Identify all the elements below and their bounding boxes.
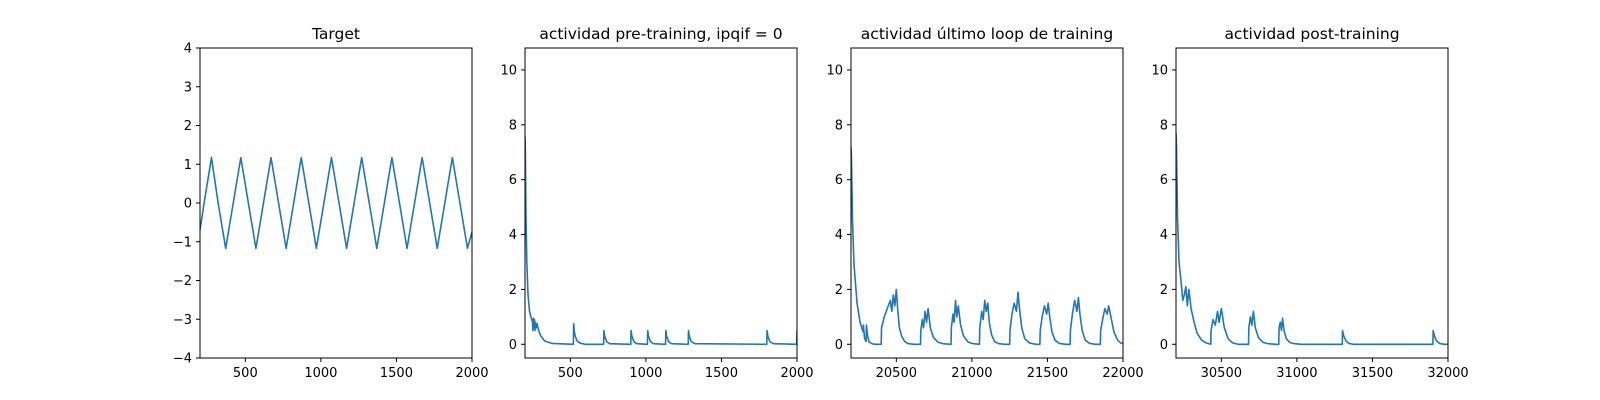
series-line [1176, 133, 1448, 346]
chart-title: actividad último loop de training [861, 25, 1113, 43]
series-line [851, 146, 1123, 346]
x-tick-label: 2000 [455, 366, 488, 381]
y-tick-label: 1 [184, 158, 192, 173]
y-tick-label: 10 [1151, 63, 1168, 78]
y-tick-label: 4 [1160, 228, 1168, 243]
y-tick-label: 2 [184, 119, 192, 134]
y-tick-label: 8 [509, 118, 517, 133]
x-tick-label: 500 [558, 366, 583, 381]
y-tick-label: 2 [835, 283, 843, 298]
x-tick-label: 21500 [1027, 366, 1068, 381]
y-tick-label: −3 [173, 313, 192, 328]
chart-title: actividad pre-training, ipqif = 0 [539, 25, 782, 43]
y-tick-label: 4 [835, 228, 843, 243]
x-tick-label: 30500 [1201, 366, 1242, 381]
x-tick-label: 32000 [1427, 366, 1468, 381]
x-tick-label: 1000 [304, 366, 337, 381]
y-tick-label: 6 [1160, 173, 1168, 188]
x-tick-label: 20500 [876, 366, 917, 381]
x-tick-label: 1500 [380, 366, 413, 381]
chart-panel-2: 500 1000 1500 2000 0 2 4 6 8 10 actividad pre-trai… [500, 25, 813, 381]
y-tick-label: 4 [509, 228, 517, 243]
y-tick-label: 4 [184, 42, 192, 57]
chart-panel-1: 500 1000 1500 2000 −4 −3 −2 −1 0 1 2 3 4 Target [173, 25, 489, 381]
y-tick-label: 0 [835, 338, 843, 353]
series-line [525, 135, 797, 346]
x-tick-label: 22000 [1102, 366, 1143, 381]
y-tick-label: 10 [826, 63, 843, 78]
y-tick-label: 6 [509, 173, 517, 188]
y-tick-label: 0 [1160, 338, 1168, 353]
y-tick-label: 3 [184, 80, 192, 95]
y-tick-label: 0 [509, 338, 517, 353]
y-tick-label: −1 [173, 235, 192, 250]
y-tick-label: 0 [184, 197, 192, 212]
chart-panel-4: 30500 31000 31500 32000 0 2 4 6 8 10 actividad pos… [1151, 25, 1468, 381]
x-tick-label: 2000 [780, 366, 813, 381]
chart-title: actividad post-training [1224, 25, 1399, 43]
x-tick-label: 21000 [951, 366, 992, 381]
series-line [200, 156, 472, 250]
x-tick-label: 31000 [1276, 366, 1317, 381]
axes-frame [1175, 47, 1449, 359]
y-tick-label: 8 [835, 118, 843, 133]
x-tick-label: 1500 [705, 366, 738, 381]
chart-panel-3: 20500 21000 21500 22000 0 2 4 6 8 10 actividad últ… [826, 25, 1143, 381]
y-tick-label: 10 [500, 63, 517, 78]
x-tick-label: 1000 [629, 366, 662, 381]
x-tick-label: 31500 [1352, 366, 1393, 381]
y-tick-label: 6 [835, 173, 843, 188]
chart-title: Target [311, 25, 360, 43]
y-tick-label: −4 [173, 352, 192, 367]
x-tick-label: 500 [233, 366, 258, 381]
y-tick-label: −2 [173, 274, 192, 289]
axes-frame [524, 47, 798, 359]
y-tick-label: 2 [1160, 283, 1168, 298]
y-tick-label: 8 [1160, 118, 1168, 133]
axes-frame [850, 47, 1124, 359]
y-tick-label: 2 [509, 283, 517, 298]
